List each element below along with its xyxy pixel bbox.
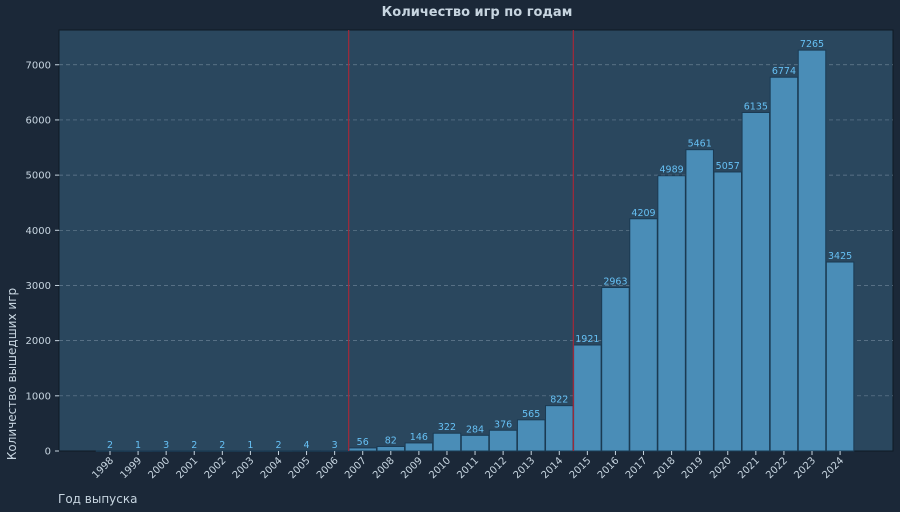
bar: [657, 175, 686, 452]
bar-value-label: 5461: [688, 139, 712, 150]
x-tick-label: 2020: [708, 455, 734, 481]
x-tick-label: 2001: [175, 455, 201, 481]
bar: [460, 434, 490, 452]
x-tick-label: 2015: [568, 455, 594, 481]
x-tick-label: 2004: [259, 455, 285, 481]
bar: [573, 344, 602, 452]
x-tick-label: 1999: [118, 455, 144, 481]
y-axis-ticks: 0 1000 2000 3000 4000 5000 6000 7000: [26, 60, 59, 458]
bar-value-label: 4209: [631, 208, 655, 219]
bar-value-label: 56: [357, 437, 369, 448]
bar-value-label: 3: [332, 440, 338, 451]
x-tick-label: 2014: [540, 455, 566, 481]
bar-value-label: 822: [550, 395, 568, 406]
y-tick-label: 2000: [26, 336, 51, 347]
y-tick-label: 4000: [26, 226, 51, 237]
bar-value-label: 4: [304, 440, 310, 451]
bar: [825, 261, 855, 452]
x-tick-label: 2008: [371, 455, 397, 481]
bar-value-label: 3425: [828, 251, 852, 262]
reference-lines: [348, 30, 574, 451]
x-tick-label: 2021: [736, 455, 762, 481]
x-tick-label: 2022: [764, 455, 790, 481]
bar: [348, 447, 377, 452]
bar: [629, 218, 658, 452]
x-tick-label: 2002: [203, 455, 229, 481]
x-tick-label: 2017: [624, 455, 650, 481]
x-tick-label: 2010: [427, 455, 453, 481]
bar-value-label: 2: [219, 440, 225, 451]
y-tick-label: 6000: [26, 115, 51, 126]
y-tick-label: 7000: [26, 60, 51, 71]
x-tick-label: 2023: [792, 455, 818, 481]
x-tick-label: 2009: [399, 455, 425, 481]
bar-value-label: 3: [163, 440, 169, 451]
y-tick-label: 0: [45, 447, 51, 458]
x-tick-label: 2013: [512, 455, 538, 481]
bar: [685, 149, 714, 452]
bar-value-label: 1: [135, 440, 141, 451]
bar: [404, 442, 434, 452]
bar-value-label: 322: [438, 422, 456, 433]
x-tick-label: 2005: [287, 455, 313, 481]
bar-value-label: 146: [410, 432, 428, 443]
x-tick-label: 2012: [483, 455, 509, 481]
y-tick-label: 1000: [26, 391, 51, 402]
bar-value-label: 1: [247, 440, 253, 451]
bar: [601, 287, 630, 452]
x-tick-label: 1998: [90, 455, 116, 481]
bar: [769, 76, 799, 452]
y-axis-label: Количество вышедших игр: [5, 288, 19, 460]
bar-value-label: 82: [385, 435, 397, 446]
y-tick-label: 3000: [26, 281, 51, 292]
bar-value-label: 5057: [716, 161, 740, 172]
bar-value-label: 1921: [575, 334, 599, 345]
bar: [713, 171, 743, 452]
bar: [432, 432, 462, 452]
bar-value-label: 6135: [744, 101, 768, 112]
x-tick-label: 2011: [455, 455, 481, 481]
bar: [488, 429, 518, 452]
bar-value-label: 7265: [800, 39, 824, 50]
chart-title: Количество игр по годам: [382, 5, 573, 20]
x-axis-label: Год выпуска: [58, 492, 137, 506]
bar-value-label: 2: [191, 440, 197, 451]
bar-value-label: 376: [494, 419, 512, 430]
bar-value-label: 2963: [603, 277, 627, 288]
bar: [376, 445, 406, 452]
bar-value-label: 2: [275, 440, 281, 451]
x-tick-label: 2019: [680, 455, 706, 481]
bars: [95, 49, 855, 452]
bar-value-label: 6774: [772, 66, 796, 77]
bar-value-label: 565: [522, 409, 540, 420]
x-tick-label: 2018: [652, 455, 678, 481]
x-tick-label: 2006: [315, 455, 341, 481]
x-tick-label: 2000: [147, 455, 173, 481]
y-tick-label: 5000: [26, 171, 51, 182]
bar: [741, 111, 771, 452]
x-tick-label: 2024: [820, 455, 846, 481]
bar-value-label: 284: [466, 424, 484, 435]
x-tick-label: 2003: [231, 455, 257, 481]
x-tick-label: 2016: [596, 455, 622, 481]
bar: [516, 419, 546, 452]
x-tick-label: 2007: [343, 455, 369, 481]
bar-value-label: 4989: [660, 165, 684, 176]
bar: [797, 49, 827, 452]
bar-value-label: 2: [107, 440, 113, 451]
bar: [545, 405, 574, 452]
x-axis-ticks: 1998 1999 2000 2001 2002 2003 2004 2005 2006 2007…: [90, 451, 846, 481]
